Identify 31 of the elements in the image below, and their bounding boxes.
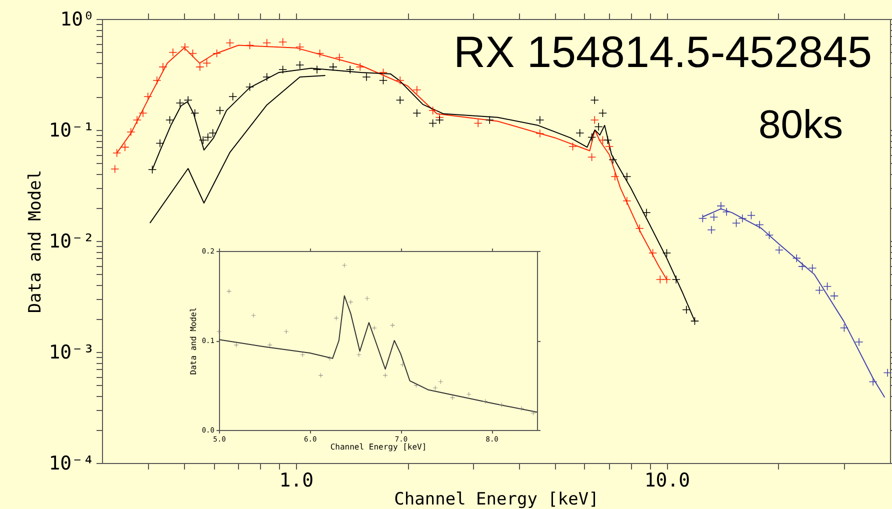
point xyxy=(300,352,305,358)
point xyxy=(482,399,488,404)
y-tick-label: 10⁻² xyxy=(48,230,94,252)
annotation: 80ks xyxy=(758,103,843,147)
point xyxy=(328,356,332,361)
point xyxy=(414,383,418,388)
point xyxy=(400,362,405,367)
point xyxy=(372,326,377,330)
x-axis-title: Channel Energy [keV] xyxy=(330,442,427,452)
x-axis-title: Channel Energy [keV] xyxy=(394,490,599,509)
point xyxy=(466,392,472,396)
point xyxy=(390,323,395,328)
point xyxy=(334,316,338,320)
y-tick-label: 10⁻⁴ xyxy=(48,452,94,474)
y-tick-label: 10⁻¹ xyxy=(48,120,94,142)
point xyxy=(356,352,362,358)
point xyxy=(383,373,388,378)
point xyxy=(438,379,443,384)
y-tick-label: 10⁰ xyxy=(60,8,94,30)
point xyxy=(342,263,347,268)
point xyxy=(499,402,504,408)
y-axis-title: Data and Model xyxy=(188,307,198,375)
point xyxy=(284,329,288,334)
point xyxy=(318,373,323,378)
x-tick-label: 10.0 xyxy=(644,470,690,492)
y-axis-title: Data and Model xyxy=(26,170,46,314)
annotation: RX 154814.5-452845 xyxy=(454,28,872,77)
y-tick-label: 10⁻³ xyxy=(48,342,94,364)
point xyxy=(364,296,370,301)
point xyxy=(433,386,438,390)
x-tick-label: 1.0 xyxy=(279,470,314,492)
